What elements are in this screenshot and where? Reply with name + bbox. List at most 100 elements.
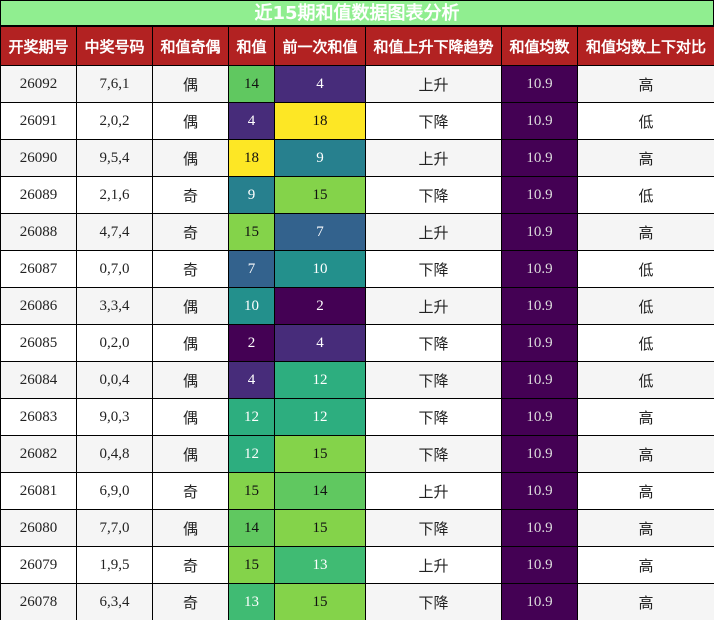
cell-trend: 下降 xyxy=(365,509,502,547)
table-row: 26078 6,3,4 奇 13 15 下降 10.9 高 xyxy=(0,583,714,620)
cell-issue: 26092 xyxy=(0,65,77,103)
cell-trend: 下降 xyxy=(365,361,502,399)
cell-prev-sum: 4 xyxy=(274,324,366,362)
cell-numbers: 7,7,0 xyxy=(76,509,153,547)
cell-average: 10.9 xyxy=(501,583,578,620)
cell-sum: 12 xyxy=(228,398,275,436)
cell-numbers: 6,9,0 xyxy=(76,472,153,510)
cell-average-compare: 高 xyxy=(577,583,714,620)
cell-issue: 26091 xyxy=(0,102,77,140)
header-trend: 和值上升下降趋势 xyxy=(365,26,502,66)
cell-average: 10.9 xyxy=(501,287,578,325)
cell-prev-sum: 15 xyxy=(274,509,366,547)
table-row: 26084 0,0,4 偶 4 12 下降 10.9 低 xyxy=(0,361,714,399)
cell-sum: 15 xyxy=(228,546,275,584)
cell-numbers: 9,5,4 xyxy=(76,139,153,177)
cell-prev-sum: 2 xyxy=(274,287,366,325)
cell-average-compare: 低 xyxy=(577,324,714,362)
header-parity: 和值奇偶 xyxy=(152,26,229,66)
cell-average-compare: 低 xyxy=(577,287,714,325)
cell-sum: 4 xyxy=(228,102,275,140)
cell-issue: 26082 xyxy=(0,435,77,473)
cell-trend: 下降 xyxy=(365,435,502,473)
cell-sum: 10 xyxy=(228,287,275,325)
header-prev-sum: 前一次和值 xyxy=(274,26,366,66)
cell-parity: 奇 xyxy=(152,213,229,251)
cell-sum: 14 xyxy=(228,65,275,103)
table-row: 26091 2,0,2 偶 4 18 下降 10.9 低 xyxy=(0,102,714,140)
cell-sum: 14 xyxy=(228,509,275,547)
table-row: 26079 1,9,5 奇 15 13 上升 10.9 高 xyxy=(0,546,714,584)
cell-numbers: 0,4,8 xyxy=(76,435,153,473)
cell-average: 10.9 xyxy=(501,398,578,436)
cell-sum: 15 xyxy=(228,213,275,251)
cell-average: 10.9 xyxy=(501,176,578,214)
cell-issue: 26089 xyxy=(0,176,77,214)
cell-average-compare: 高 xyxy=(577,139,714,177)
cell-trend: 上升 xyxy=(365,139,502,177)
table-row: 26088 4,7,4 奇 15 7 上升 10.9 高 xyxy=(0,213,714,251)
table-row: 26089 2,1,6 奇 9 15 下降 10.9 低 xyxy=(0,176,714,214)
cell-parity: 奇 xyxy=(152,250,229,288)
cell-parity: 奇 xyxy=(152,546,229,584)
cell-numbers: 2,1,6 xyxy=(76,176,153,214)
header-issue: 开奖期号 xyxy=(0,26,77,66)
cell-trend: 下降 xyxy=(365,102,502,140)
cell-sum: 13 xyxy=(228,583,275,620)
table-row: 26081 6,9,0 奇 15 14 上升 10.9 高 xyxy=(0,472,714,510)
cell-numbers: 0,0,4 xyxy=(76,361,153,399)
cell-prev-sum: 15 xyxy=(274,435,366,473)
cell-parity: 偶 xyxy=(152,361,229,399)
cell-average: 10.9 xyxy=(501,509,578,547)
cell-parity: 奇 xyxy=(152,472,229,510)
cell-average: 10.9 xyxy=(501,102,578,140)
cell-average: 10.9 xyxy=(501,324,578,362)
cell-average: 10.9 xyxy=(501,213,578,251)
cell-average: 10.9 xyxy=(501,139,578,177)
cell-average: 10.9 xyxy=(501,65,578,103)
cell-average: 10.9 xyxy=(501,361,578,399)
cell-numbers: 2,0,2 xyxy=(76,102,153,140)
cell-parity: 偶 xyxy=(152,435,229,473)
cell-average: 10.9 xyxy=(501,546,578,584)
cell-average: 10.9 xyxy=(501,435,578,473)
cell-prev-sum: 7 xyxy=(274,213,366,251)
cell-parity: 偶 xyxy=(152,65,229,103)
cell-numbers: 0,7,0 xyxy=(76,250,153,288)
cell-issue: 26079 xyxy=(0,546,77,584)
cell-trend: 下降 xyxy=(365,398,502,436)
cell-average-compare: 高 xyxy=(577,213,714,251)
cell-issue: 26088 xyxy=(0,213,77,251)
table-row: 26082 0,4,8 偶 12 15 下降 10.9 高 xyxy=(0,435,714,473)
cell-prev-sum: 10 xyxy=(274,250,366,288)
cell-trend: 下降 xyxy=(365,583,502,620)
cell-parity: 偶 xyxy=(152,398,229,436)
cell-prev-sum: 4 xyxy=(274,65,366,103)
cell-sum: 15 xyxy=(228,472,275,510)
cell-numbers: 1,9,5 xyxy=(76,546,153,584)
cell-parity: 偶 xyxy=(152,139,229,177)
cell-average-compare: 低 xyxy=(577,102,714,140)
cell-trend: 上升 xyxy=(365,546,502,584)
cell-parity: 奇 xyxy=(152,583,229,620)
cell-trend: 下降 xyxy=(365,250,502,288)
header-numbers: 中奖号码 xyxy=(76,26,153,66)
cell-prev-sum: 15 xyxy=(274,583,366,620)
cell-issue: 26078 xyxy=(0,583,77,620)
cell-average-compare: 低 xyxy=(577,176,714,214)
cell-trend: 下降 xyxy=(365,324,502,362)
cell-issue: 26086 xyxy=(0,287,77,325)
header-average-compare: 和值均数上下对比 xyxy=(577,26,714,66)
table-row: 26085 0,2,0 偶 2 4 下降 10.9 低 xyxy=(0,324,714,362)
cell-trend: 下降 xyxy=(365,176,502,214)
cell-prev-sum: 9 xyxy=(274,139,366,177)
cell-sum: 4 xyxy=(228,361,275,399)
cell-issue: 26090 xyxy=(0,139,77,177)
cell-parity: 奇 xyxy=(152,176,229,214)
cell-issue: 26084 xyxy=(0,361,77,399)
header-row: 开奖期号 中奖号码 和值奇偶 和值 前一次和值 和值上升下降趋势 和值均数 和值均数上下对比 xyxy=(0,26,714,66)
table-row: 26080 7,7,0 偶 14 15 下降 10.9 高 xyxy=(0,509,714,547)
cell-sum: 7 xyxy=(228,250,275,288)
cell-numbers: 4,7,4 xyxy=(76,213,153,251)
